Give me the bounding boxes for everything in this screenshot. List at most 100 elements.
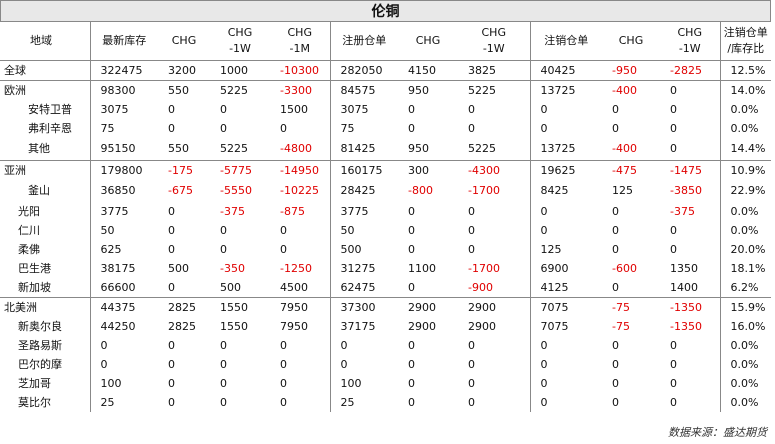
- column-header: CHG: [602, 22, 660, 61]
- value-cell: 0: [458, 221, 531, 240]
- table-row: 仁川 50 0 0 0 50 0 0 0 0 0 0.0%: [0, 221, 771, 240]
- region-cell: 釜山: [0, 180, 91, 202]
- value-cell: 0: [168, 243, 175, 256]
- value-cell: 0.0%: [730, 396, 759, 409]
- value-cell: -875: [270, 202, 331, 221]
- table-row: 欧洲 98300 550 5225 -3300 84575 950 5225 13725 -400…: [0, 80, 771, 100]
- value-cell: 0: [612, 122, 619, 135]
- value-cell: 0: [168, 224, 175, 237]
- table-row: 北美洲 44375 2825 1550 7950 37300 2900 2900 7075 -75…: [0, 297, 771, 317]
- value-cell: 1400: [660, 278, 721, 298]
- column-header: CHG: [398, 22, 458, 61]
- value-cell: 0: [270, 119, 331, 138]
- value-cell: 1000: [210, 60, 270, 81]
- value-cell: -400: [612, 142, 637, 155]
- value-cell: 75: [340, 122, 355, 135]
- value-cell: 0: [660, 393, 721, 412]
- value-cell: 0: [168, 358, 175, 371]
- value-cell: 0: [458, 393, 531, 412]
- value-cell: -3300: [270, 80, 331, 100]
- region-cell: 新加坡: [0, 278, 91, 298]
- value-cell: -10225: [270, 180, 331, 202]
- value-cell: 0.0%: [730, 205, 759, 218]
- value-cell: 0: [220, 224, 227, 237]
- value-cell: 5225: [458, 80, 531, 100]
- value-cell: -3850: [660, 180, 721, 202]
- value-cell: 0: [100, 339, 108, 352]
- value-cell: 0: [660, 138, 721, 161]
- column-header: 注销仓单: [530, 22, 602, 61]
- value-cell: 0: [540, 205, 548, 218]
- value-cell: -375: [220, 205, 245, 218]
- value-cell: 0: [660, 336, 721, 355]
- value-cell: 3075: [100, 103, 129, 116]
- value-cell: 36850: [100, 184, 136, 197]
- column-header: CHG -1M: [270, 22, 331, 61]
- value-cell: 0: [270, 336, 331, 355]
- region-cell: 光阳: [0, 202, 91, 221]
- value-cell: 14.0%: [720, 80, 771, 100]
- value-cell: 31275: [340, 262, 376, 275]
- value-cell: -950: [602, 60, 660, 81]
- value-cell: 2900: [458, 297, 531, 317]
- value-cell: 66600: [100, 281, 136, 294]
- value-cell: 0.0%: [730, 358, 759, 371]
- value-cell: 500: [220, 281, 241, 294]
- value-cell: 5225: [220, 142, 248, 155]
- value-cell: -375: [660, 202, 721, 221]
- value-cell: 0: [458, 355, 531, 374]
- table-row: 安特卫普 3075 0 0 1500 3075 0 0 0 0 0 0.0%: [0, 100, 771, 119]
- value-cell: 5225: [210, 80, 270, 100]
- table-row: 釜山 36850 -675 -5550 -10225 28425 -800 -1700 8425…: [0, 180, 771, 202]
- value-cell: 0.0%: [730, 377, 759, 390]
- value-cell: 0: [340, 339, 348, 352]
- value-cell: 4150: [398, 60, 458, 81]
- value-cell: -900: [458, 278, 531, 298]
- value-cell: 18.1%: [730, 262, 766, 275]
- region-cell: 安特卫普: [0, 100, 91, 119]
- value-cell: 1100: [408, 262, 436, 275]
- value-cell: -1250: [270, 259, 331, 278]
- table-row: 全球 322475 3200 1000 -10300 282050 4150 3825 4042…: [0, 60, 771, 81]
- value-cell: 0.0%: [730, 224, 759, 237]
- table-row: 圣路易斯 0 0 0 0 0 0 0 0 0 0 0.0%: [0, 336, 771, 355]
- value-cell: 0: [660, 100, 721, 119]
- value-cell: 125: [540, 243, 562, 256]
- value-cell: 0: [660, 80, 721, 100]
- value-cell: 0: [168, 377, 175, 390]
- value-cell: 0: [220, 122, 227, 135]
- region-cell: 欧洲: [0, 80, 91, 100]
- value-cell: 0: [220, 103, 227, 116]
- column-header: CHG: [158, 22, 210, 61]
- value-cell: 0: [660, 355, 721, 374]
- value-cell: 0: [168, 103, 175, 116]
- value-cell: 4500: [270, 278, 331, 298]
- value-cell: -175: [158, 160, 210, 180]
- value-cell: 0: [270, 240, 331, 259]
- table-row: 巴生港 38175 500 -350 -1250 31275 1100 -1700 6900 -6…: [0, 259, 771, 278]
- value-cell: 13725: [530, 80, 602, 100]
- region-cell: 全球: [0, 60, 91, 81]
- value-cell: -75: [612, 320, 630, 333]
- value-cell: 62475: [340, 281, 376, 294]
- value-cell: -1350: [660, 317, 721, 336]
- value-cell: 950: [408, 142, 429, 155]
- value-cell: 0: [220, 358, 227, 371]
- value-cell: 0: [612, 224, 619, 237]
- value-cell: 0: [408, 224, 415, 237]
- value-cell: 100: [100, 377, 122, 390]
- value-cell: 0: [660, 374, 721, 393]
- region-cell: 芝加哥: [0, 374, 91, 393]
- value-cell: 0: [660, 221, 721, 240]
- value-cell: 0: [458, 240, 531, 259]
- value-cell: 625: [100, 243, 122, 256]
- value-cell: 19625: [530, 160, 602, 180]
- value-cell: 0: [168, 396, 175, 409]
- value-cell: 37175: [340, 320, 376, 333]
- value-cell: 2900: [408, 320, 436, 333]
- value-cell: -2825: [660, 60, 721, 81]
- value-cell: 0: [270, 355, 331, 374]
- value-cell: 322475: [90, 60, 158, 81]
- value-cell: -800: [408, 184, 433, 197]
- table-title: 伦铜: [0, 0, 771, 22]
